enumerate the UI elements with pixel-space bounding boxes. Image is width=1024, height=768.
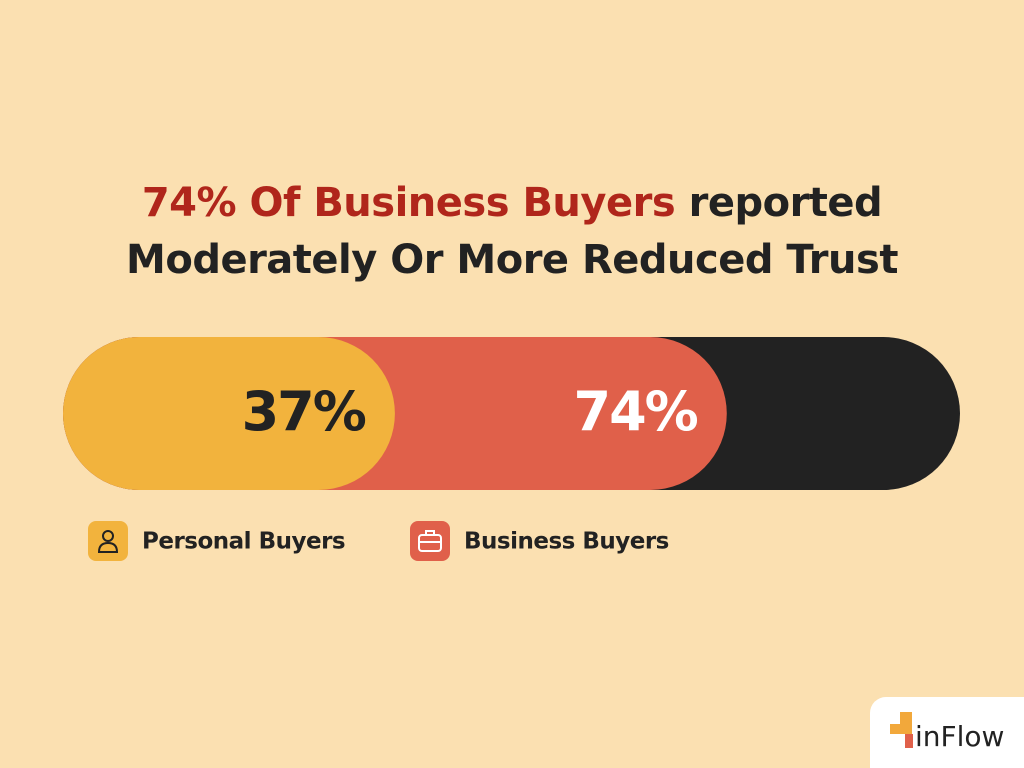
legend-icon: [97, 541, 119, 553]
title-line-2: Moderately Or More Reduced Trust: [126, 237, 898, 283]
logo-text: inFlow: [915, 720, 1004, 753]
legend-icon: [419, 530, 441, 543]
logo-icon: [905, 734, 913, 748]
value-label: 74%: [574, 380, 698, 443]
title-rest: reported: [689, 180, 883, 226]
legend-label: Business Buyers: [464, 529, 669, 555]
logo-icon: [900, 712, 912, 724]
bar: [63, 337, 395, 490]
title-line-1: 74% Of Business Buyers reported: [142, 180, 882, 226]
legend-item: Business Buyers: [410, 521, 669, 561]
logo-icon: [890, 724, 912, 734]
value-label: 37%: [242, 380, 366, 443]
legend-icon: [102, 530, 114, 542]
legend-item: Personal Buyers: [88, 521, 346, 561]
logo: inFlow: [870, 697, 1024, 768]
legend-label: Personal Buyers: [142, 529, 345, 555]
title-highlight: 74% Of Business Buyers: [142, 180, 675, 226]
